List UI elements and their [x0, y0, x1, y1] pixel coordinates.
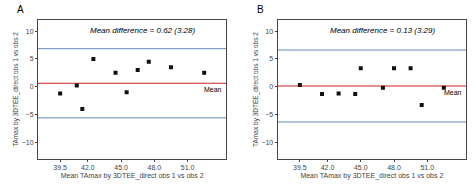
svg-text:51.0: 51.0	[181, 164, 195, 171]
svg-text:0: 0	[269, 83, 273, 90]
svg-text:Mean TAmax by 3DTEE_direct obs: Mean TAmax by 3DTEE_direct obs 1 vs obs …	[61, 172, 204, 180]
svg-text:45.0: 45.0	[354, 164, 368, 171]
svg-text:51.0: 51.0	[420, 164, 434, 171]
svg-text:Mean: Mean	[204, 86, 222, 93]
svg-text:10: 10	[265, 28, 273, 35]
svg-text:5: 5	[269, 55, 273, 62]
svg-text:−10: −10	[22, 139, 34, 146]
svg-text:A: A	[17, 4, 24, 15]
svg-text:39.5: 39.5	[53, 164, 67, 171]
svg-text:39.5: 39.5	[293, 164, 307, 171]
svg-text:B: B	[257, 4, 264, 15]
svg-text:Mean difference = 0.62 (3.28): Mean difference = 0.62 (3.28)	[90, 26, 196, 35]
svg-text:−5: −5	[26, 111, 34, 118]
svg-text:48.0: 48.0	[387, 164, 401, 171]
svg-text:5: 5	[30, 55, 34, 62]
svg-text:TAmax by 3DTEE_direct obs 1 vs: TAmax by 3DTEE_direct obs 1 vs obs 2	[252, 32, 260, 147]
svg-text:−10: −10	[261, 139, 273, 146]
svg-text:48.0: 48.0	[148, 164, 162, 171]
svg-text:42.0: 42.0	[321, 164, 335, 171]
svg-text:45.0: 45.0	[114, 164, 128, 171]
svg-text:Mean difference = 0.13 (3.29): Mean difference = 0.13 (3.29)	[330, 26, 436, 35]
svg-text:TAmax by 3DTEE_direct obs 1 vs: TAmax by 3DTEE_direct obs 1 vs obs 2	[12, 32, 20, 147]
svg-text:−5: −5	[265, 111, 273, 118]
svg-text:10: 10	[26, 28, 34, 35]
svg-text:Mean TAmax by 3DTEE_direct obs: Mean TAmax by 3DTEE_direct obs 1 vs obs …	[300, 172, 443, 180]
svg-text:0: 0	[30, 83, 34, 90]
svg-text:Mean: Mean	[444, 89, 462, 96]
svg-text:42.0: 42.0	[81, 164, 95, 171]
